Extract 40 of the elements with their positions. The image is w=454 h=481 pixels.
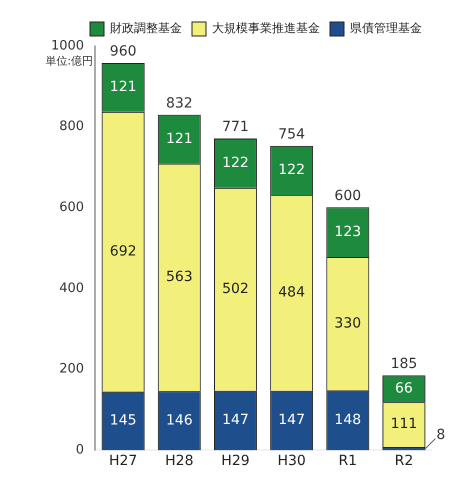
- total-label: 960: [110, 44, 137, 60]
- x-tick-label: H28: [165, 453, 194, 470]
- x-tick-label: H30: [277, 453, 306, 470]
- data-label: 66: [395, 380, 413, 396]
- legend-label: 大規模事業推進基金: [212, 21, 320, 36]
- data-label: 146: [166, 412, 193, 428]
- legend-label: 財政調整基金: [110, 21, 182, 36]
- x-tick-label: R2: [394, 453, 414, 470]
- data-label: 147: [278, 412, 305, 428]
- data-label: 563: [166, 269, 193, 286]
- y-tick-label: 200: [59, 362, 84, 377]
- y-tick-label: 1000: [50, 38, 84, 54]
- x-tick-label: R1: [338, 453, 358, 470]
- total-label: 754: [278, 126, 306, 142]
- data-label: 123: [334, 224, 362, 240]
- data-label: 148: [334, 412, 362, 428]
- data-label: 122: [278, 162, 305, 178]
- total-label: 771: [222, 119, 249, 136]
- data-label: 692: [110, 243, 137, 260]
- data-label: 484: [278, 284, 306, 301]
- total-label: 600: [334, 188, 362, 204]
- legend-label: 県債管理基金: [350, 21, 422, 36]
- total-label: 832: [166, 95, 193, 112]
- data-label: 145: [110, 412, 137, 429]
- y-tick-label: 0: [76, 442, 84, 458]
- data-label: 8: [436, 427, 446, 444]
- data-label: 122: [222, 154, 249, 171]
- data-label: 121: [166, 130, 193, 147]
- x-tick-label: H29: [221, 453, 250, 470]
- data-label: 330: [334, 315, 362, 332]
- data-label: 147: [222, 412, 249, 428]
- data-label: 502: [222, 280, 249, 297]
- y-tick-label: 400: [59, 280, 84, 296]
- data-label: 111: [390, 416, 418, 432]
- data-label: 121: [110, 79, 137, 96]
- total-label: 185: [390, 356, 418, 372]
- y-tick-label: 600: [59, 200, 84, 216]
- y-tick-label: 800: [59, 119, 84, 134]
- x-tick-label: H27: [108, 453, 138, 470]
- y-axis-title: 単位:億円: [45, 54, 94, 68]
